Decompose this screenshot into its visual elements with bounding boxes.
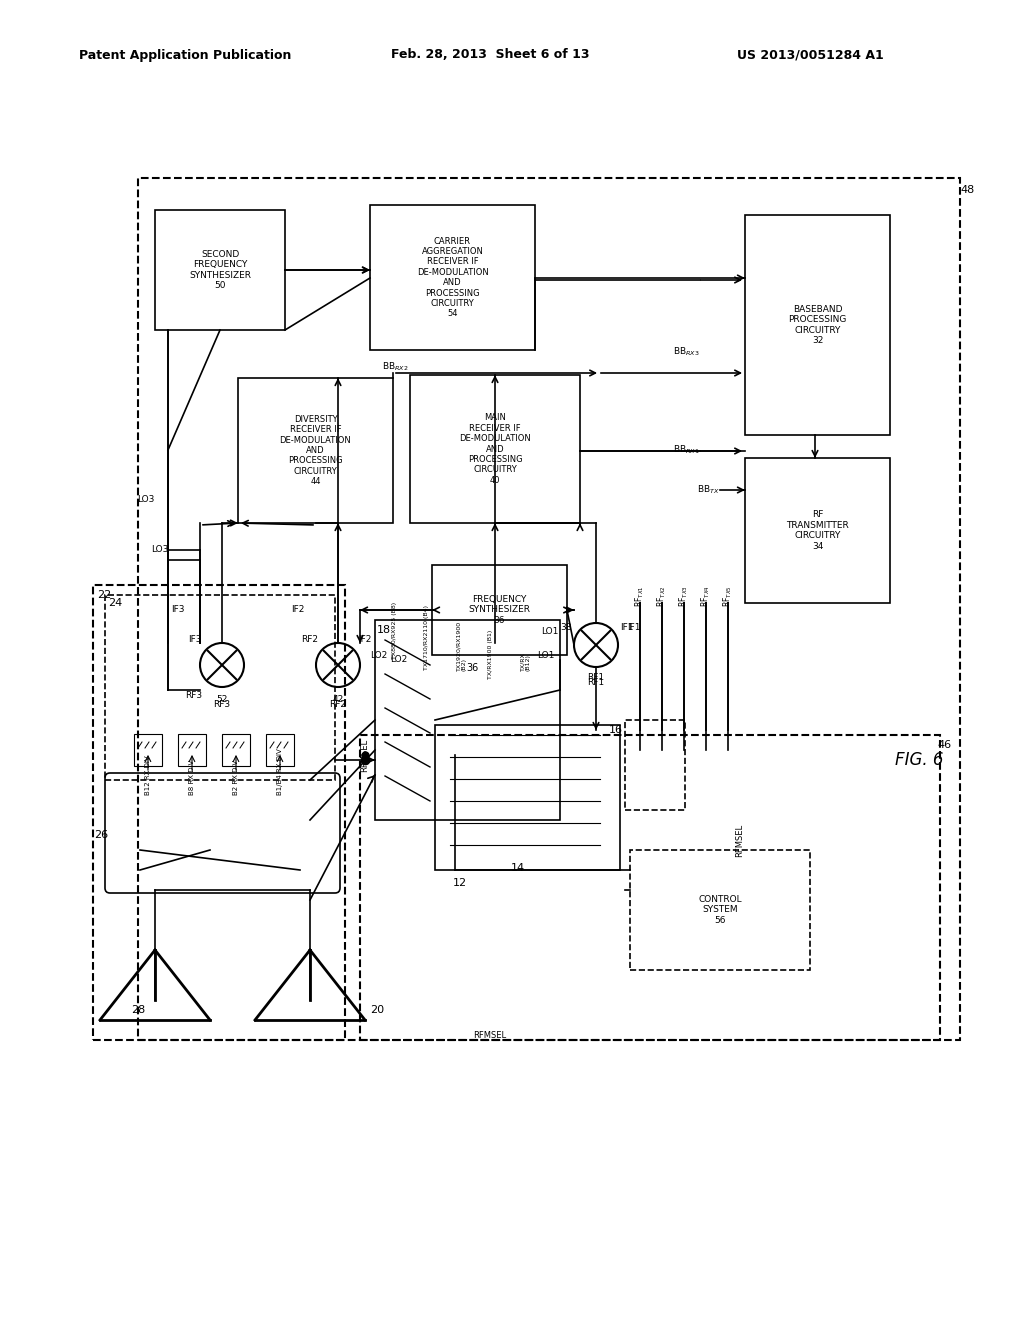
Text: Patent Application Publication: Patent Application Publication [79, 49, 291, 62]
Text: 16: 16 [609, 725, 623, 735]
Text: SECOND
FREQUENCY
SYNTHESIZER
50: SECOND FREQUENCY SYNTHESIZER 50 [189, 249, 251, 290]
Text: RF$_{TX2}$: RF$_{TX2}$ [655, 586, 669, 607]
Text: IF1: IF1 [627, 623, 640, 632]
Text: 14: 14 [511, 863, 525, 873]
Text: TX/RX1900 (B1): TX/RX1900 (B1) [488, 630, 493, 678]
Text: BB$_{RX2}$: BB$_{RX2}$ [382, 360, 409, 374]
Bar [93, 585, 345, 1040]
Bar [360, 735, 940, 1040]
Bar [178, 734, 206, 766]
Bar [625, 719, 685, 810]
Bar [410, 375, 580, 523]
Text: RFMSEL: RFMSEL [473, 1031, 507, 1040]
Text: BASEBAND
PROCESSING
CIRCUITRY
32: BASEBAND PROCESSING CIRCUITRY 32 [788, 305, 847, 345]
Text: RF
TRANSMITTER
CIRCUITRY
34: RF TRANSMITTER CIRCUITRY 34 [786, 511, 849, 550]
Bar [432, 565, 567, 655]
Text: B12 RX DIV: B12 RX DIV [145, 755, 151, 795]
Text: TX880/RX925 (B8): TX880/RX925 (B8) [392, 602, 397, 659]
Bar [375, 620, 560, 820]
Bar [630, 850, 810, 970]
Text: 20: 20 [370, 1005, 384, 1015]
Bar [222, 734, 250, 766]
Bar [435, 725, 620, 870]
Text: RF1: RF1 [588, 678, 604, 686]
Text: 24: 24 [108, 598, 122, 609]
Text: LO1: LO1 [538, 652, 555, 660]
Text: RFMSEL: RFMSEL [360, 738, 370, 772]
Text: TX/RX
(B12): TX/RX (B12) [520, 652, 530, 672]
Text: DIVERSITY
RECEIVER IF
DE-MODULATION
AND
PROCESSING
CIRCUITRY
44: DIVERSITY RECEIVER IF DE-MODULATION AND … [280, 414, 351, 486]
Text: 52: 52 [216, 696, 227, 704]
Text: RF$_{TX4}$: RF$_{TX4}$ [699, 585, 713, 607]
Text: 22: 22 [97, 590, 112, 601]
Text: RF2: RF2 [330, 700, 346, 709]
Text: RF2: RF2 [301, 635, 318, 644]
Text: 28: 28 [131, 1005, 145, 1015]
Text: 26: 26 [94, 830, 108, 840]
Bar [266, 734, 294, 766]
Text: BB$_{RX3}$: BB$_{RX3}$ [674, 346, 700, 358]
Text: TX1710/RX2110 (B4): TX1710/RX2110 (B4) [424, 606, 429, 671]
Text: 42: 42 [333, 696, 344, 704]
Text: BB$_{TX}$: BB$_{TX}$ [697, 483, 720, 496]
Text: CARRIER
AGGREGATION
RECEIVER IF
DE-MODULATION
AND
PROCESSING
CIRCUITRY
54: CARRIER AGGREGATION RECEIVER IF DE-MODUL… [417, 236, 488, 318]
Text: LO3: LO3 [151, 545, 168, 554]
Text: B1/B4 RX DIV: B1/B4 RX DIV [278, 748, 283, 795]
Text: RF$_{TX3}$: RF$_{TX3}$ [678, 585, 690, 607]
Text: CONTROL
SYSTEM
56: CONTROL SYSTEM 56 [698, 895, 741, 925]
Text: 38: 38 [560, 623, 572, 632]
Text: IF1: IF1 [620, 623, 634, 632]
Text: LO3: LO3 [137, 495, 155, 504]
Text: B8 RX DIV: B8 RX DIV [189, 760, 195, 795]
Bar [370, 205, 535, 350]
Bar [238, 378, 393, 523]
Text: RF3: RF3 [213, 700, 230, 709]
Text: 48: 48 [961, 185, 974, 195]
Text: IF3: IF3 [188, 635, 202, 644]
Bar [134, 734, 162, 766]
Text: IF3: IF3 [171, 606, 185, 615]
Text: 46: 46 [937, 741, 951, 750]
Text: BB$_{RX1}$: BB$_{RX1}$ [674, 444, 700, 457]
Text: RFMSEL: RFMSEL [735, 824, 744, 857]
Text: Feb. 28, 2013  Sheet 6 of 13: Feb. 28, 2013 Sheet 6 of 13 [391, 49, 589, 62]
Text: LO2: LO2 [370, 652, 387, 660]
Text: 18: 18 [377, 624, 391, 635]
Text: US 2013/0051284 A1: US 2013/0051284 A1 [736, 49, 884, 62]
Bar [105, 595, 335, 780]
Bar [745, 215, 890, 436]
Text: B2 RX DIV: B2 RX DIV [233, 760, 239, 795]
Text: IF2: IF2 [358, 635, 372, 644]
Text: FREQUENCY
SYNTHESIZER
36: FREQUENCY SYNTHESIZER 36 [469, 595, 530, 624]
Text: RF$_{TX1}$: RF$_{TX1}$ [634, 586, 646, 607]
Text: 36: 36 [466, 663, 478, 673]
Text: MAIN
RECEIVER IF
DE-MODULATION
AND
PROCESSING
CIRCUITRY
40: MAIN RECEIVER IF DE-MODULATION AND PROCE… [459, 413, 530, 484]
Text: TX1920/RX1900
(B2): TX1920/RX1900 (B2) [456, 620, 467, 671]
Text: IF2: IF2 [292, 606, 305, 615]
Bar [138, 178, 961, 1040]
Text: LO1: LO1 [541, 627, 558, 636]
Bar [155, 210, 285, 330]
Text: RF3: RF3 [185, 690, 202, 700]
Text: LO2: LO2 [390, 656, 408, 664]
Text: RF1: RF1 [588, 673, 604, 682]
Bar [745, 458, 890, 603]
Text: 12: 12 [453, 878, 467, 888]
Text: FIG. 6: FIG. 6 [895, 751, 943, 770]
Text: RF$_{TX5}$: RF$_{TX5}$ [722, 586, 734, 607]
